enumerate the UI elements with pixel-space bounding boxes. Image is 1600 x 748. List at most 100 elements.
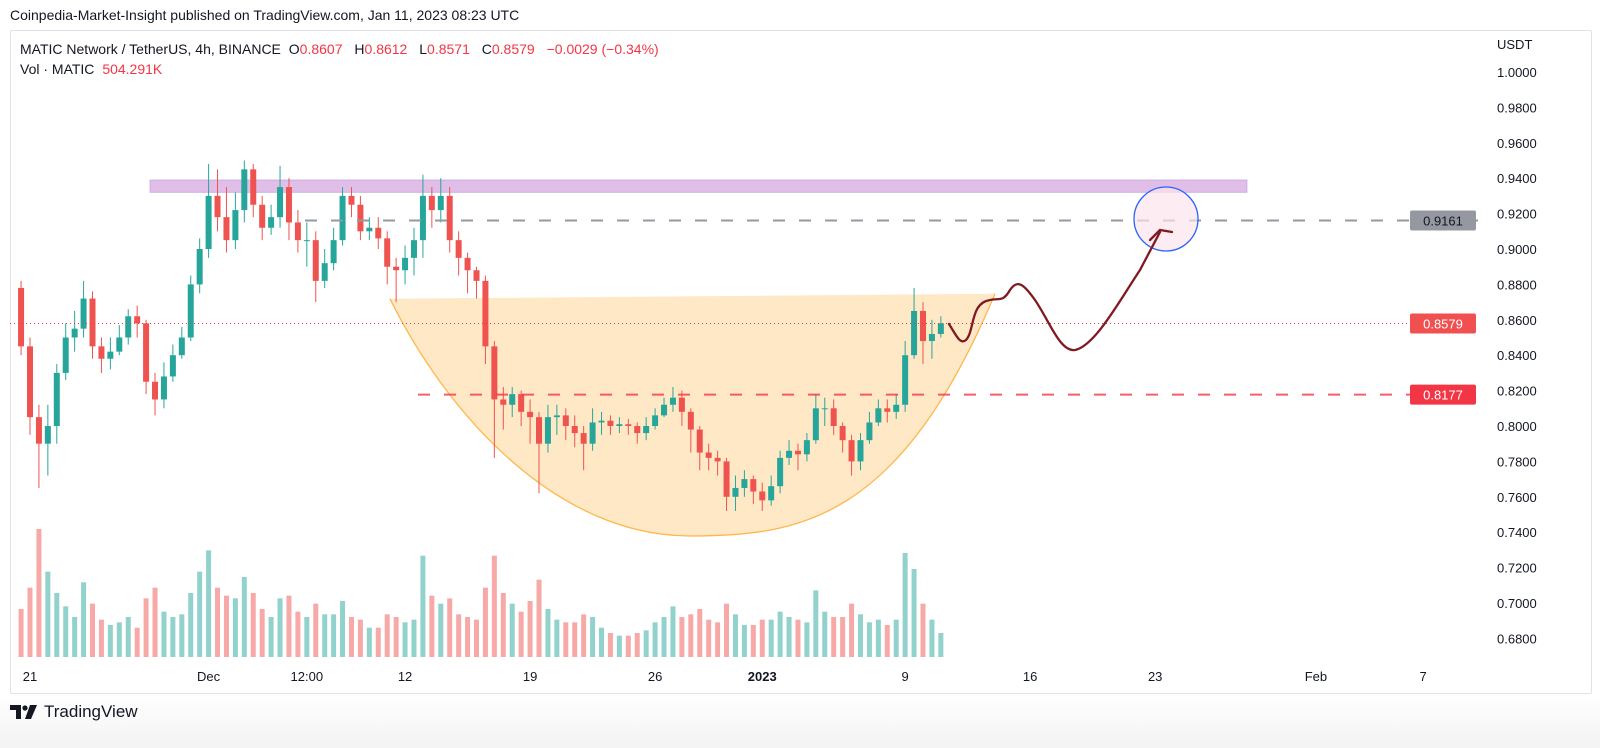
- resistance-zone: [149, 179, 1248, 193]
- candle-body: [428, 195, 435, 211]
- time-axis[interactable]: 21 Dec 12:00 12 19 26 2023 9 16 23 Feb 7: [23, 669, 1427, 684]
- candle-body: [536, 417, 543, 444]
- volume-bar: [447, 598, 453, 657]
- tradingview-brand: TradingView: [44, 702, 138, 721]
- candle-body: [53, 372, 60, 426]
- volume-bar: [277, 598, 283, 657]
- volume-bar: [929, 619, 935, 657]
- time-tick-label: 12: [398, 669, 412, 684]
- volume-bar: [500, 593, 506, 657]
- cup-pattern-curve: [389, 293, 996, 537]
- volume-bar: [206, 550, 212, 657]
- volume-bar: [884, 625, 890, 657]
- volume-bar: [634, 633, 640, 657]
- volume-bar: [741, 625, 747, 657]
- price-tick-label: 0.7400: [1497, 525, 1537, 540]
- time-tick-label: 23: [1148, 669, 1162, 684]
- volume-bar: [688, 614, 694, 657]
- price-tick-label: 0.7200: [1497, 561, 1537, 576]
- time-tick-label: 9: [902, 669, 909, 684]
- volume-bar: [527, 601, 533, 657]
- candle-body: [357, 204, 364, 232]
- candle-body: [866, 422, 873, 441]
- volume-bar: [857, 614, 863, 657]
- volume-bar: [474, 619, 479, 657]
- candle-body: [571, 426, 578, 434]
- volume-bar: [822, 611, 828, 657]
- volume-bar: [98, 619, 104, 657]
- volume-bar: [295, 611, 301, 657]
- price-tick-label: 0.9800: [1497, 100, 1537, 115]
- volume-bar: [304, 617, 310, 657]
- volume-bar: [572, 622, 578, 657]
- volume-label[interactable]: Vol · MATIC: [20, 61, 95, 77]
- candle-body: [669, 397, 676, 405]
- volume-bar: [661, 617, 667, 657]
- volume-bar: [250, 593, 256, 657]
- candle-body: [410, 240, 417, 258]
- volume-bar: [599, 627, 605, 657]
- symbol-title[interactable]: MATIC Network / TetherUS, 4h, BINANCE: [20, 41, 281, 57]
- volume-bar: [286, 595, 292, 657]
- candle-body: [661, 404, 668, 416]
- ohlc-row: MATIC Network / TetherUS, 4h, BINANCE O 0…: [20, 39, 663, 59]
- volume-bar: [581, 614, 587, 657]
- volume-bar: [232, 598, 238, 657]
- volume-bar: [849, 603, 855, 657]
- candle-body: [464, 257, 471, 271]
- candle-body: [223, 217, 230, 241]
- close-label: C: [481, 41, 492, 57]
- candle-body: [482, 280, 489, 347]
- candle-body: [643, 426, 650, 434]
- volume-bar: [840, 617, 846, 657]
- candle-body: [794, 450, 801, 455]
- volume-value: 504.291K: [102, 61, 163, 77]
- candle-body: [562, 415, 569, 426]
- candle-body: [759, 491, 766, 501]
- candle-body: [705, 452, 712, 458]
- candle-body: [652, 415, 659, 426]
- candle-body: [143, 323, 150, 382]
- volume-bar: [384, 614, 390, 657]
- candle-body: [750, 479, 757, 492]
- candle-body: [169, 355, 176, 377]
- volume-bar: [375, 627, 381, 657]
- high-label: H: [354, 41, 365, 57]
- volume-bar: [724, 603, 730, 657]
- publication-info: Coinpedia-Market-Insight published on Tr…: [10, 7, 520, 23]
- last-price-label: 0.8579: [1423, 317, 1463, 332]
- candle-body: [259, 204, 266, 228]
- volume-bar: [72, 617, 78, 657]
- volume-bar: [322, 614, 328, 657]
- volume-bar: [679, 617, 685, 657]
- projection-path: [947, 230, 1162, 352]
- time-tick-label: Feb: [1305, 669, 1327, 684]
- candle-body: [321, 263, 328, 281]
- candle-body: [580, 433, 587, 444]
- volume-bar: [63, 606, 69, 657]
- volume-bar: [875, 619, 881, 657]
- volume-bar: [902, 553, 908, 657]
- candle-body: [419, 195, 426, 241]
- volume-bar: [45, 571, 51, 657]
- candle-body: [294, 222, 301, 241]
- time-tick-label: 2023: [748, 669, 777, 684]
- close-value: 0.8579: [491, 41, 535, 57]
- volume-bar: [938, 633, 944, 657]
- candle-body: [839, 426, 846, 441]
- candle-body: [375, 227, 382, 239]
- candle-body: [509, 394, 516, 405]
- price-axis[interactable]: USDT 1.0000 0.9800 0.9600 0.9400 0.9200 0.900…: [1497, 37, 1537, 646]
- candle-body: [544, 417, 551, 444]
- volume-bar: [348, 617, 354, 657]
- low-label: L: [419, 41, 428, 57]
- open-label: O: [288, 41, 300, 57]
- tradingview-logo[interactable]: TradingView: [10, 702, 138, 722]
- volume-bar: [715, 622, 721, 657]
- volume-bar: [393, 617, 399, 657]
- candle-body: [160, 376, 167, 400]
- volume-bar: [652, 622, 658, 657]
- price-tick-label: 0.8200: [1497, 384, 1537, 399]
- candle-body: [277, 187, 284, 218]
